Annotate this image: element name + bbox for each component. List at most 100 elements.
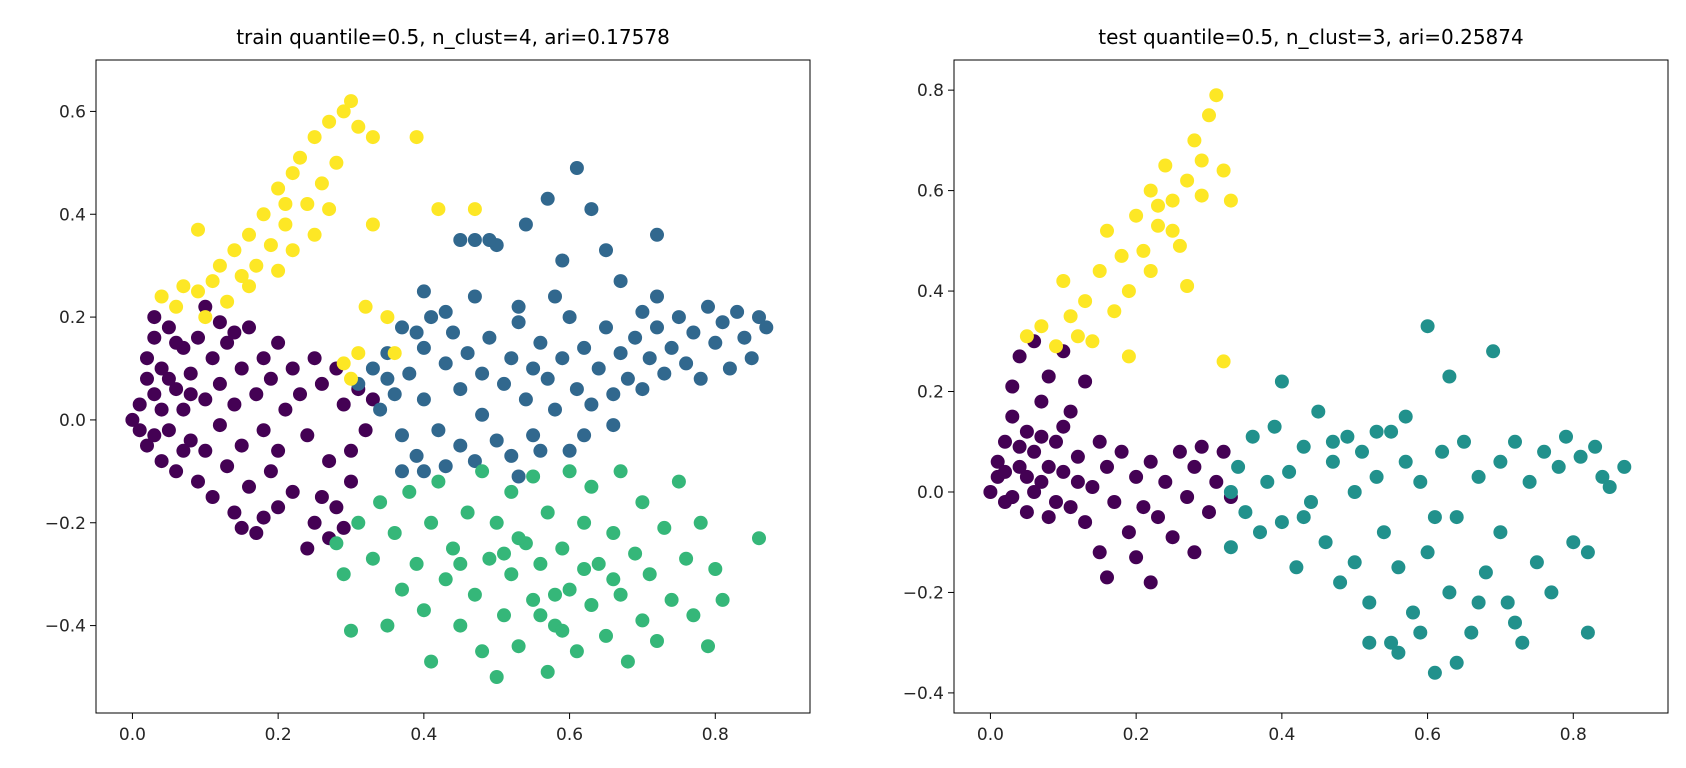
test-point-cluster-0: [1049, 495, 1063, 509]
test-point-cluster-1: [1274, 515, 1289, 530]
train-point-cluster-1: [686, 325, 701, 340]
test-x-tick-label: 0.2: [1123, 725, 1150, 745]
train-point-cluster-0: [271, 500, 286, 515]
test-point-cluster-1: [1406, 605, 1420, 620]
train-point-cluster-3: [467, 202, 482, 217]
train-point-cluster-1: [693, 371, 708, 386]
train-point-cluster-0: [278, 402, 293, 417]
train-point-cluster-3: [358, 299, 373, 314]
train-point-cluster-2: [642, 567, 657, 582]
test-point-cluster-0: [1005, 490, 1020, 504]
train-point-cluster-0: [147, 310, 162, 325]
test-point-cluster-0: [1165, 530, 1180, 545]
train-y-tick-label: 0.4: [59, 205, 86, 225]
train-point-cluster-2: [584, 479, 599, 494]
test-scatter-panel: test quantile=0.5, n_clust=3, ari=0.2587…: [903, 25, 1669, 745]
train-point-cluster-1: [562, 443, 577, 458]
train-point-cluster-0: [205, 351, 220, 366]
test-point-cluster-2: [1202, 108, 1216, 123]
train-point-cluster-0: [183, 387, 198, 402]
test-point-cluster-1: [1420, 545, 1435, 560]
test-x-tick-label: 0.8: [1560, 725, 1587, 745]
train-point-cluster-1: [453, 382, 468, 397]
test-point-cluster-1: [1384, 635, 1399, 650]
train-point-cluster-1: [613, 274, 628, 289]
test-point-cluster-1: [1231, 459, 1246, 474]
train-points: [125, 94, 774, 684]
train-point-cluster-1: [526, 361, 541, 376]
test-point-cluster-1: [1442, 585, 1457, 600]
train-point-cluster-0: [140, 438, 154, 453]
test-point-cluster-0: [1034, 474, 1049, 489]
train-point-cluster-1: [759, 320, 774, 335]
train-point-cluster-1: [511, 299, 526, 314]
test-point-cluster-1: [1500, 595, 1515, 610]
train-point-cluster-2: [453, 556, 468, 571]
test-point-cluster-1: [1471, 595, 1486, 610]
train-point-cluster-3: [314, 176, 329, 191]
train-point-cluster-2: [635, 613, 650, 628]
train-point-cluster-0: [271, 443, 286, 458]
train-point-cluster-2: [511, 531, 526, 546]
test-point-cluster-1: [1580, 625, 1595, 640]
test-point-cluster-0: [1027, 485, 1042, 499]
train-point-cluster-1: [679, 356, 694, 371]
train-point-cluster-2: [540, 505, 555, 520]
train-point-cluster-1: [599, 243, 613, 258]
train-point-cluster-1: [395, 428, 409, 443]
test-point-cluster-2: [1158, 158, 1173, 173]
test-point-cluster-1: [1260, 474, 1275, 489]
test-x-tick-label: 0.0: [977, 725, 1004, 745]
train-point-cluster-1: [650, 227, 664, 242]
train-point-cluster-2: [606, 572, 621, 587]
train-point-cluster-1: [628, 330, 643, 345]
test-point-cluster-0: [1114, 444, 1129, 459]
train-point-cluster-2: [511, 639, 526, 654]
train-point-cluster-0: [212, 376, 227, 391]
train-point-cluster-1: [409, 448, 424, 463]
train-point-cluster-3: [344, 371, 358, 386]
train-point-cluster-0: [227, 325, 242, 340]
test-point-cluster-1: [1602, 480, 1617, 494]
train-point-cluster-1: [584, 397, 599, 412]
train-point-cluster-0: [300, 428, 315, 443]
train-point-cluster-1: [533, 335, 548, 350]
test-point-cluster-2: [1121, 349, 1136, 364]
train-point-cluster-1: [395, 464, 409, 479]
train-point-cluster-0: [125, 412, 140, 427]
test-point-cluster-0: [1056, 464, 1071, 479]
test-point-cluster-1: [1384, 424, 1399, 439]
test-point-cluster-2: [1194, 188, 1209, 203]
test-point-cluster-2: [1172, 238, 1187, 253]
test-point-cluster-0: [1187, 545, 1202, 560]
train-point-cluster-3: [336, 356, 351, 371]
train-point-cluster-1: [365, 361, 380, 376]
train-point-cluster-3: [205, 274, 220, 289]
train-point-cluster-0: [344, 443, 358, 458]
test-point-cluster-1: [1282, 464, 1297, 479]
test-point-cluster-1: [1398, 454, 1413, 469]
train-point-cluster-3: [431, 202, 446, 217]
train-point-cluster-0: [271, 335, 286, 350]
train-point-cluster-3: [307, 130, 322, 145]
test-point-cluster-2: [1019, 329, 1034, 344]
train-point-cluster-1: [642, 351, 657, 366]
train-point-cluster-2: [489, 670, 504, 684]
test-point-cluster-1: [1325, 434, 1340, 449]
train-point-cluster-2: [562, 582, 577, 597]
test-point-cluster-1: [1551, 459, 1566, 474]
train-point-cluster-1: [380, 371, 395, 386]
train-point-cluster-1: [569, 161, 584, 175]
test-point-cluster-1: [1311, 404, 1326, 419]
train-point-cluster-3: [300, 197, 315, 211]
test-point-cluster-2: [1114, 248, 1129, 263]
train-point-cluster-3: [278, 197, 293, 211]
train-point-cluster-2: [475, 644, 490, 659]
test-point-cluster-0: [1063, 500, 1078, 515]
test-point-cluster-0: [1027, 444, 1042, 459]
test-point-cluster-2: [1078, 294, 1093, 309]
train-point-cluster-2: [701, 639, 715, 654]
test-point-cluster-0: [1012, 459, 1027, 474]
train-point-cluster-0: [322, 454, 337, 469]
test-point-cluster-0: [1041, 369, 1056, 384]
